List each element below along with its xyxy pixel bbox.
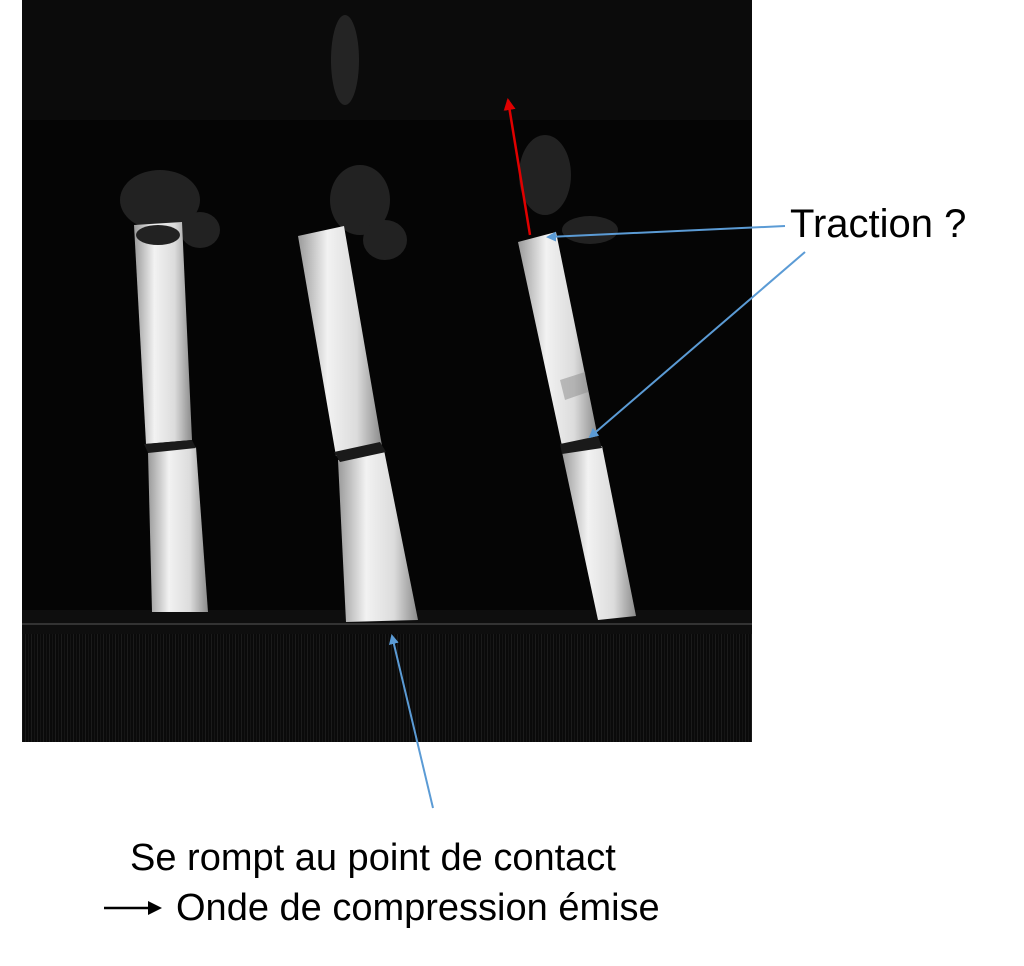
caption-compression-wave: Onde de compression émise (176, 887, 660, 929)
right-arrow-icon (104, 901, 162, 915)
red-traction-arrow (503, 98, 532, 236)
traction-arrow-top (546, 225, 786, 242)
rod-left (134, 222, 208, 612)
caption-contact-break: Se rompt au point de contact (130, 837, 616, 879)
traction-label: Traction ? (790, 202, 967, 246)
high-speed-photo (22, 0, 752, 742)
smoke-cloud (120, 15, 618, 260)
rod-right (518, 232, 636, 620)
contact-point-arrow (388, 634, 434, 809)
traction-arrow-crack (588, 251, 806, 439)
caption-compression-row: Onde de compression émise (104, 885, 660, 931)
rod-middle (298, 226, 418, 622)
